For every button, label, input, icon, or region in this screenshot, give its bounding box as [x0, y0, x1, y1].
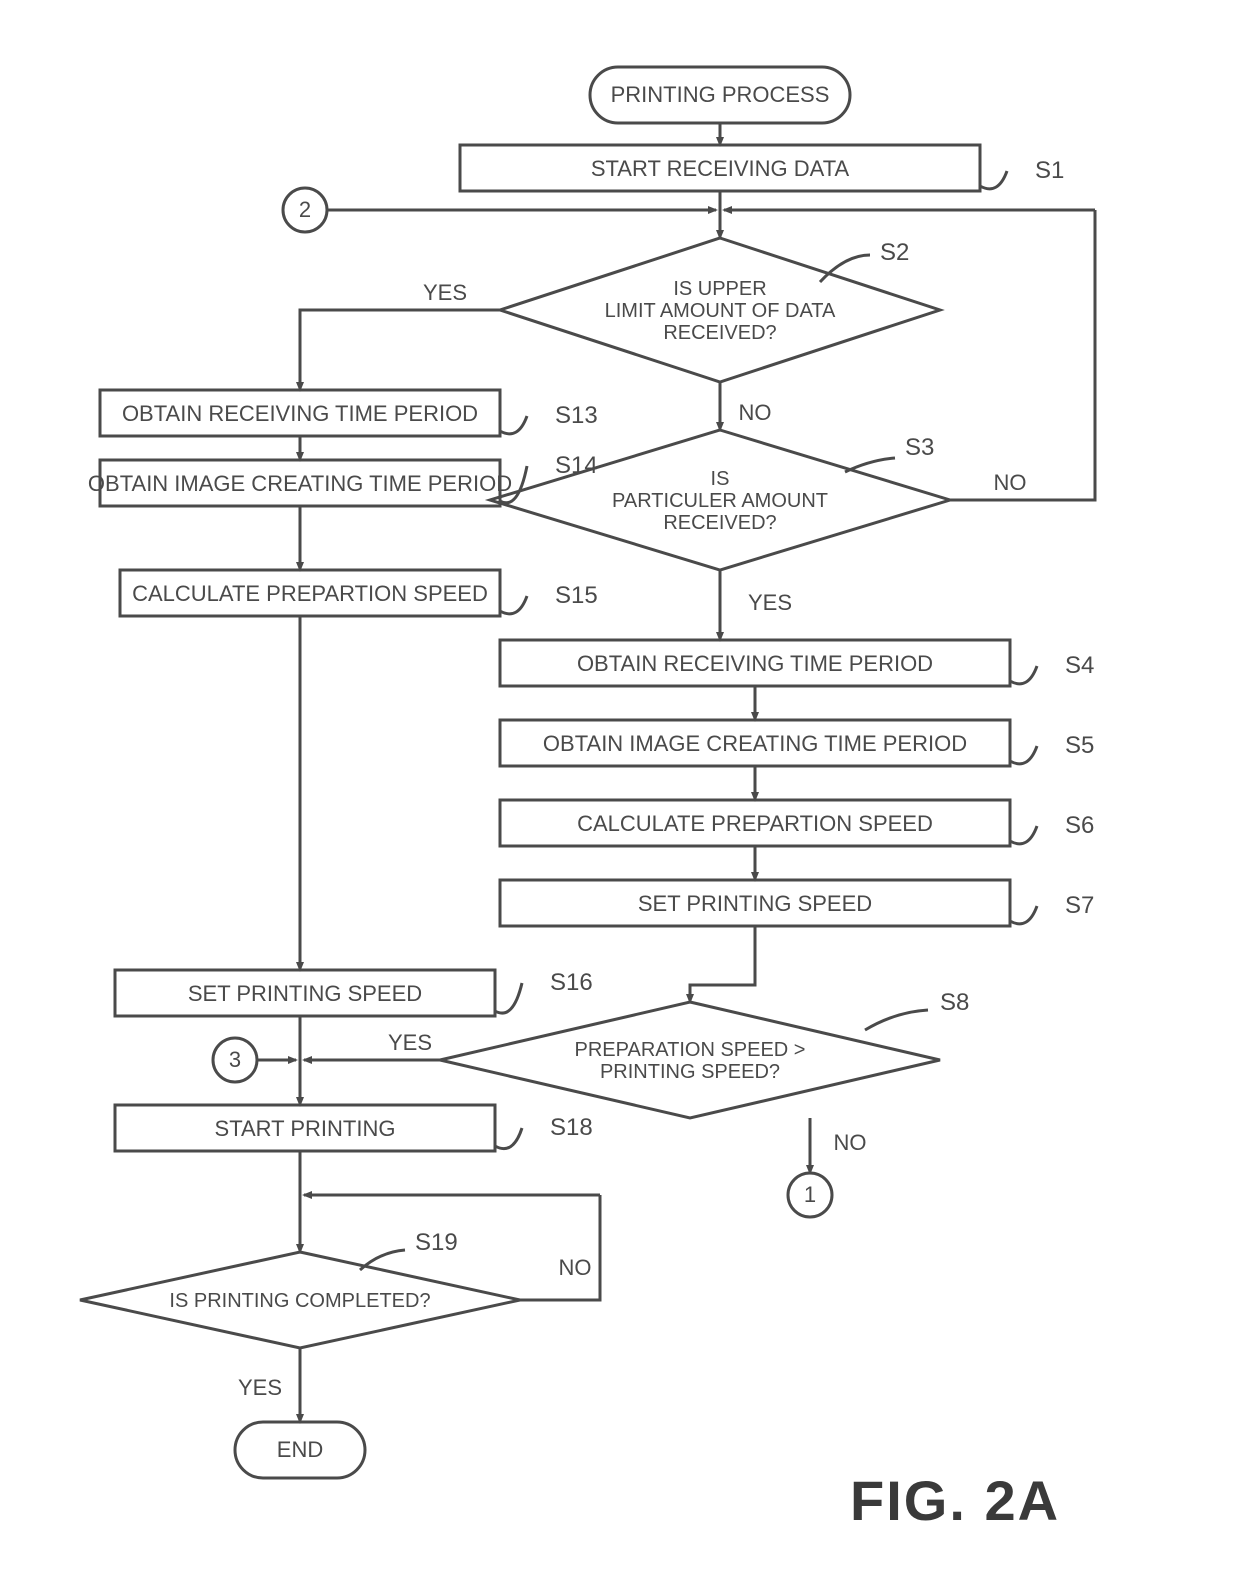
step-label-s6: S6 [1065, 812, 1094, 839]
process-s6-label: CALCULATE PREPARTION SPEED [577, 811, 933, 836]
edge-e-s3-no [950, 210, 1095, 500]
edge-label-e-s2-no: NO [739, 400, 772, 425]
decision-s8-line1: PRINTING SPEED? [600, 1061, 780, 1083]
step-label-s7: S7 [1065, 892, 1094, 919]
step-label-s16: S16 [550, 969, 593, 996]
edge-e-s2-yes [300, 310, 500, 390]
decision-s2-line1: LIMIT AMOUNT OF DATA [605, 300, 836, 322]
decision-s2-line0: IS UPPER [673, 278, 766, 300]
step-leader-s7 [1010, 906, 1037, 924]
flowchart-svg: YES NO NO YES YES NO NO YES PRINTING PROCESS END 2… [0, 0, 1240, 1592]
step-label-s2: S2 [880, 239, 909, 266]
step-label-s5: S5 [1065, 732, 1094, 759]
process-s13-label: OBTAIN RECEIVING TIME PERIOD [122, 401, 478, 426]
decision-s2-line2: RECEIVED? [663, 322, 776, 344]
step-leader-s4 [1010, 666, 1037, 684]
decision-s19-line0: IS PRINTING COMPLETED? [169, 1290, 430, 1312]
connector-c3-label: 3 [229, 1047, 241, 1072]
process-s1-label: START RECEIVING DATA [591, 156, 850, 181]
decision-s8-line0: PREPARATION SPEED > [575, 1039, 806, 1061]
terminator-start-label: PRINTING PROCESS [611, 82, 830, 107]
step-label-s18: S18 [550, 1114, 593, 1141]
figure-label: FIG. 2A [850, 1469, 1060, 1532]
process-s14-label: OBTAIN IMAGE CREATING TIME PERIOD [88, 471, 512, 496]
step-leader-s6 [1010, 826, 1037, 844]
step-label-s14: S14 [555, 452, 598, 479]
step-leader-s5 [1010, 746, 1037, 764]
process-s4-label: OBTAIN RECEIVING TIME PERIOD [577, 651, 933, 676]
step-label-s1: S1 [1035, 157, 1064, 184]
process-s5-label: OBTAIN IMAGE CREATING TIME PERIOD [543, 731, 967, 756]
decision-s3-line2: RECEIVED? [663, 512, 776, 534]
edge-e-s7-s8 [690, 926, 755, 1002]
decision-s3-line1: PARTICULER AMOUNT [612, 490, 828, 512]
terminator-end-label: END [277, 1437, 323, 1462]
step-label-s4: S4 [1065, 652, 1094, 679]
step-label-s3: S3 [905, 434, 934, 461]
step-label-s15: S15 [555, 582, 598, 609]
step-leader-s16 [495, 983, 522, 1013]
step-leader-s18 [495, 1128, 522, 1149]
step-label-s8: S8 [940, 989, 969, 1016]
step-label-s19: S19 [415, 1229, 458, 1256]
step-leader-s8 [865, 1010, 928, 1030]
edge-label-e-s2-yes: YES [423, 280, 467, 305]
step-label-s13: S13 [555, 402, 598, 429]
decision-s3-line0: IS [711, 468, 730, 490]
process-s15-label: CALCULATE PREPARTION SPEED [132, 581, 488, 606]
edge-label-e-s19-yes: YES [238, 1375, 282, 1400]
edge-label-e-s8-no: NO [834, 1130, 867, 1155]
step-leader-s13 [500, 416, 527, 434]
labels-layer: YES NO NO YES YES NO NO YES PRINTING PROCESS END 2… [88, 82, 1094, 1462]
edge-label-e-s3-yes: YES [748, 590, 792, 615]
step-leader-s15 [500, 596, 527, 614]
edge-label-e-s8-yes: YES [388, 1030, 432, 1055]
process-s16-label: SET PRINTING SPEED [188, 981, 422, 1006]
process-s7-label: SET PRINTING SPEED [638, 891, 872, 916]
connector-c2-label: 2 [299, 197, 311, 222]
edge-label-e-s3-no: NO [994, 470, 1027, 495]
connector-c1-label: 1 [804, 1182, 816, 1207]
step-leader-s1 [980, 171, 1007, 189]
shapes-layer [80, 67, 1010, 1478]
edge-e-s19-no [520, 1195, 600, 1300]
edge-label-e-s19-no: NO [559, 1255, 592, 1280]
process-s18-label: START PRINTING [215, 1116, 396, 1141]
